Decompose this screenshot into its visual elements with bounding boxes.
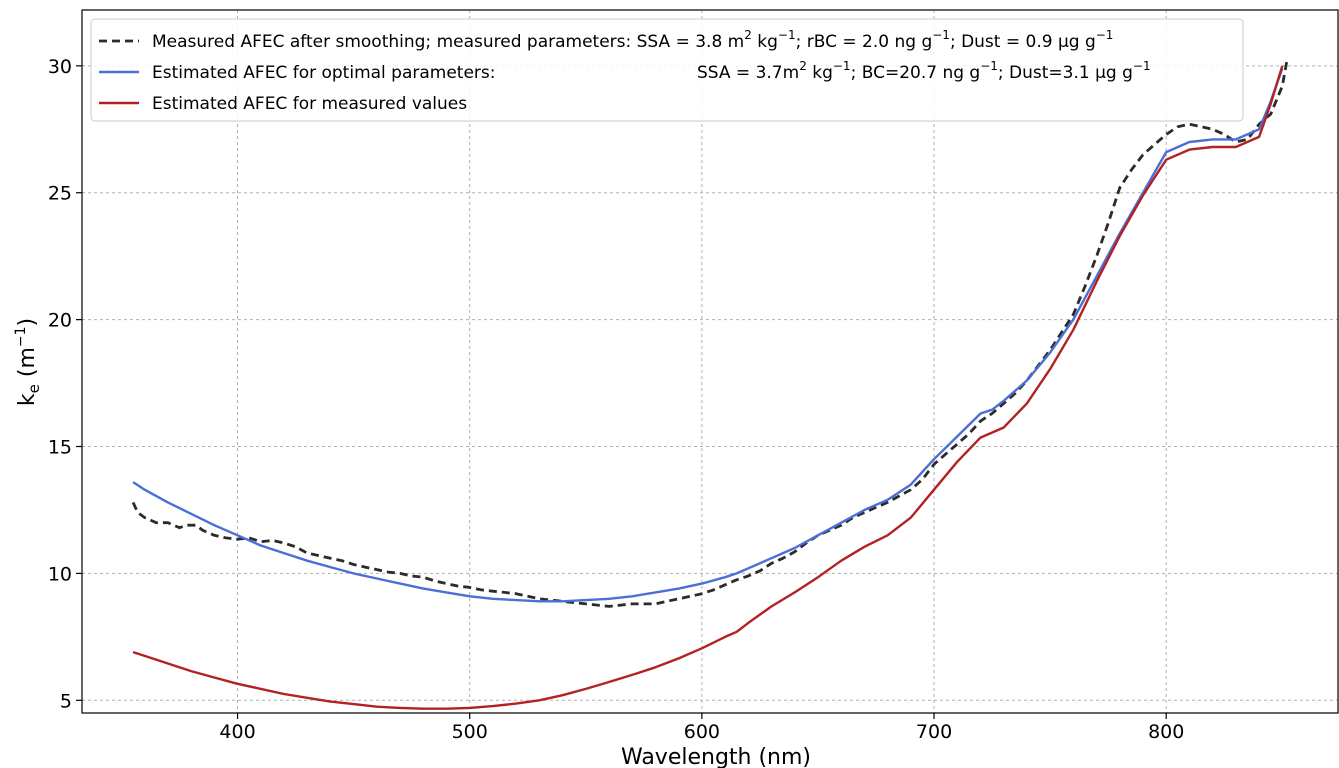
y-tick-label-20: 20 (48, 310, 72, 332)
x-tick-label-600: 600 (684, 721, 720, 743)
series-layer (131, 60, 1289, 710)
y-tick-label-10: 10 (48, 563, 72, 585)
x-tick-label-700: 700 (916, 721, 952, 743)
legend: Measured AFEC after smoothing; measured … (90, 18, 1244, 122)
y-tick-label-30: 30 (48, 56, 72, 78)
series-line-optimal (132, 68, 1284, 603)
legend-label-measured: Measured AFEC after smoothing; measured … (152, 28, 1113, 52)
legend-label-optimal-params: SSA = 3.7m2 kg−1; BC=20.7 ng g−1; Dust=3… (697, 59, 1151, 83)
x-axis-label: Wavelength (nm) (621, 745, 811, 768)
y-tick-label-5: 5 (60, 690, 72, 712)
legend-label-measured-values: Estimated AFEC for measured values (152, 94, 467, 114)
y-tick-label-15: 15 (48, 437, 72, 459)
tick-layer: 400 500 600 700 800 5 10 15 20 25 30 (48, 56, 1185, 743)
x-tick-label-400: 400 (219, 721, 255, 743)
plot-frame (81, 9, 1339, 714)
x-tick-label-800: 800 (1148, 721, 1184, 743)
y-tick-label-25: 25 (48, 183, 72, 205)
legend-box (90, 18, 1244, 122)
y-axis-label: ke (m−1) (13, 318, 43, 406)
legend-label-optimal: Estimated AFEC for optimal parameters: (152, 63, 496, 83)
series-line-measured_values (132, 65, 1284, 710)
x-tick-label-500: 500 (452, 721, 488, 743)
series-line-measured (131, 60, 1289, 608)
